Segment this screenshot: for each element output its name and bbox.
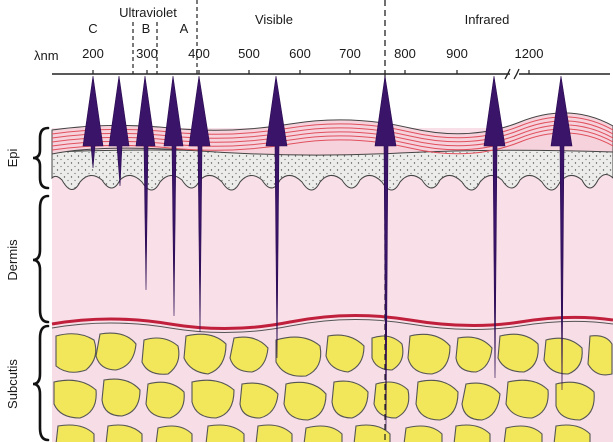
layer-braces	[32, 126, 50, 442]
arrow-uvc-200nm	[82, 75, 104, 169]
arrow-infrared-1000nm	[483, 75, 506, 379]
tick-label-600: 600	[289, 46, 311, 61]
tick-label-200: 200	[82, 46, 104, 61]
axis-break-mark	[504, 68, 520, 80]
penetration-arrows	[82, 75, 573, 431]
dermis-label: Dermis	[5, 239, 20, 281]
dermis-subcutis-boundary	[51, 318, 613, 334]
arrow-uvc-250nm	[108, 75, 130, 187]
uv-a-label: A	[180, 21, 189, 36]
ultraviolet-label: Ultraviolet	[119, 5, 177, 20]
uv-b-label: B	[142, 21, 151, 36]
tick-label-500: 500	[238, 46, 260, 61]
tick-label-400: 400	[188, 46, 210, 61]
arrow-visible-550nm	[265, 75, 288, 359]
tick-label-900: 900	[446, 46, 468, 61]
tick-label-300: 300	[136, 46, 158, 61]
skin-cross-section	[51, 112, 613, 442]
fat-lobules	[53, 332, 613, 442]
tick-label-1200: 1200	[515, 46, 544, 61]
epidermis-brace	[32, 126, 50, 190]
dermis-brace	[32, 194, 50, 324]
tick-label-800: 800	[394, 46, 416, 61]
axis-ticks	[92, 70, 530, 74]
epidermis-label: Epi	[5, 148, 20, 167]
wavelength-unit-label: λnm	[34, 48, 59, 63]
arrow-uvb-300nm	[135, 75, 156, 291]
uv-c-label: C	[88, 21, 97, 36]
dermis-subcutis-vessel	[51, 313, 613, 331]
subcutis-brace	[32, 324, 50, 442]
arrow-visible-770nm	[374, 75, 397, 431]
corneum-lines	[51, 116, 613, 155]
infrared-label: Infrared	[465, 12, 510, 27]
arrow-infrared-1300nm	[550, 75, 573, 391]
spectrum-header: Ultraviolet Visible Infrared C B A λnm 2…	[34, 0, 610, 80]
tick-label-700: 700	[339, 46, 361, 61]
arrow-uva-350nm	[163, 75, 184, 317]
arrow-uva-400nm	[188, 75, 211, 333]
stratum-basale-dots	[52, 147, 613, 190]
subcutis-layer	[52, 322, 613, 442]
subcutis-label: Subcutis	[5, 359, 20, 409]
visible-label: Visible	[255, 12, 293, 27]
